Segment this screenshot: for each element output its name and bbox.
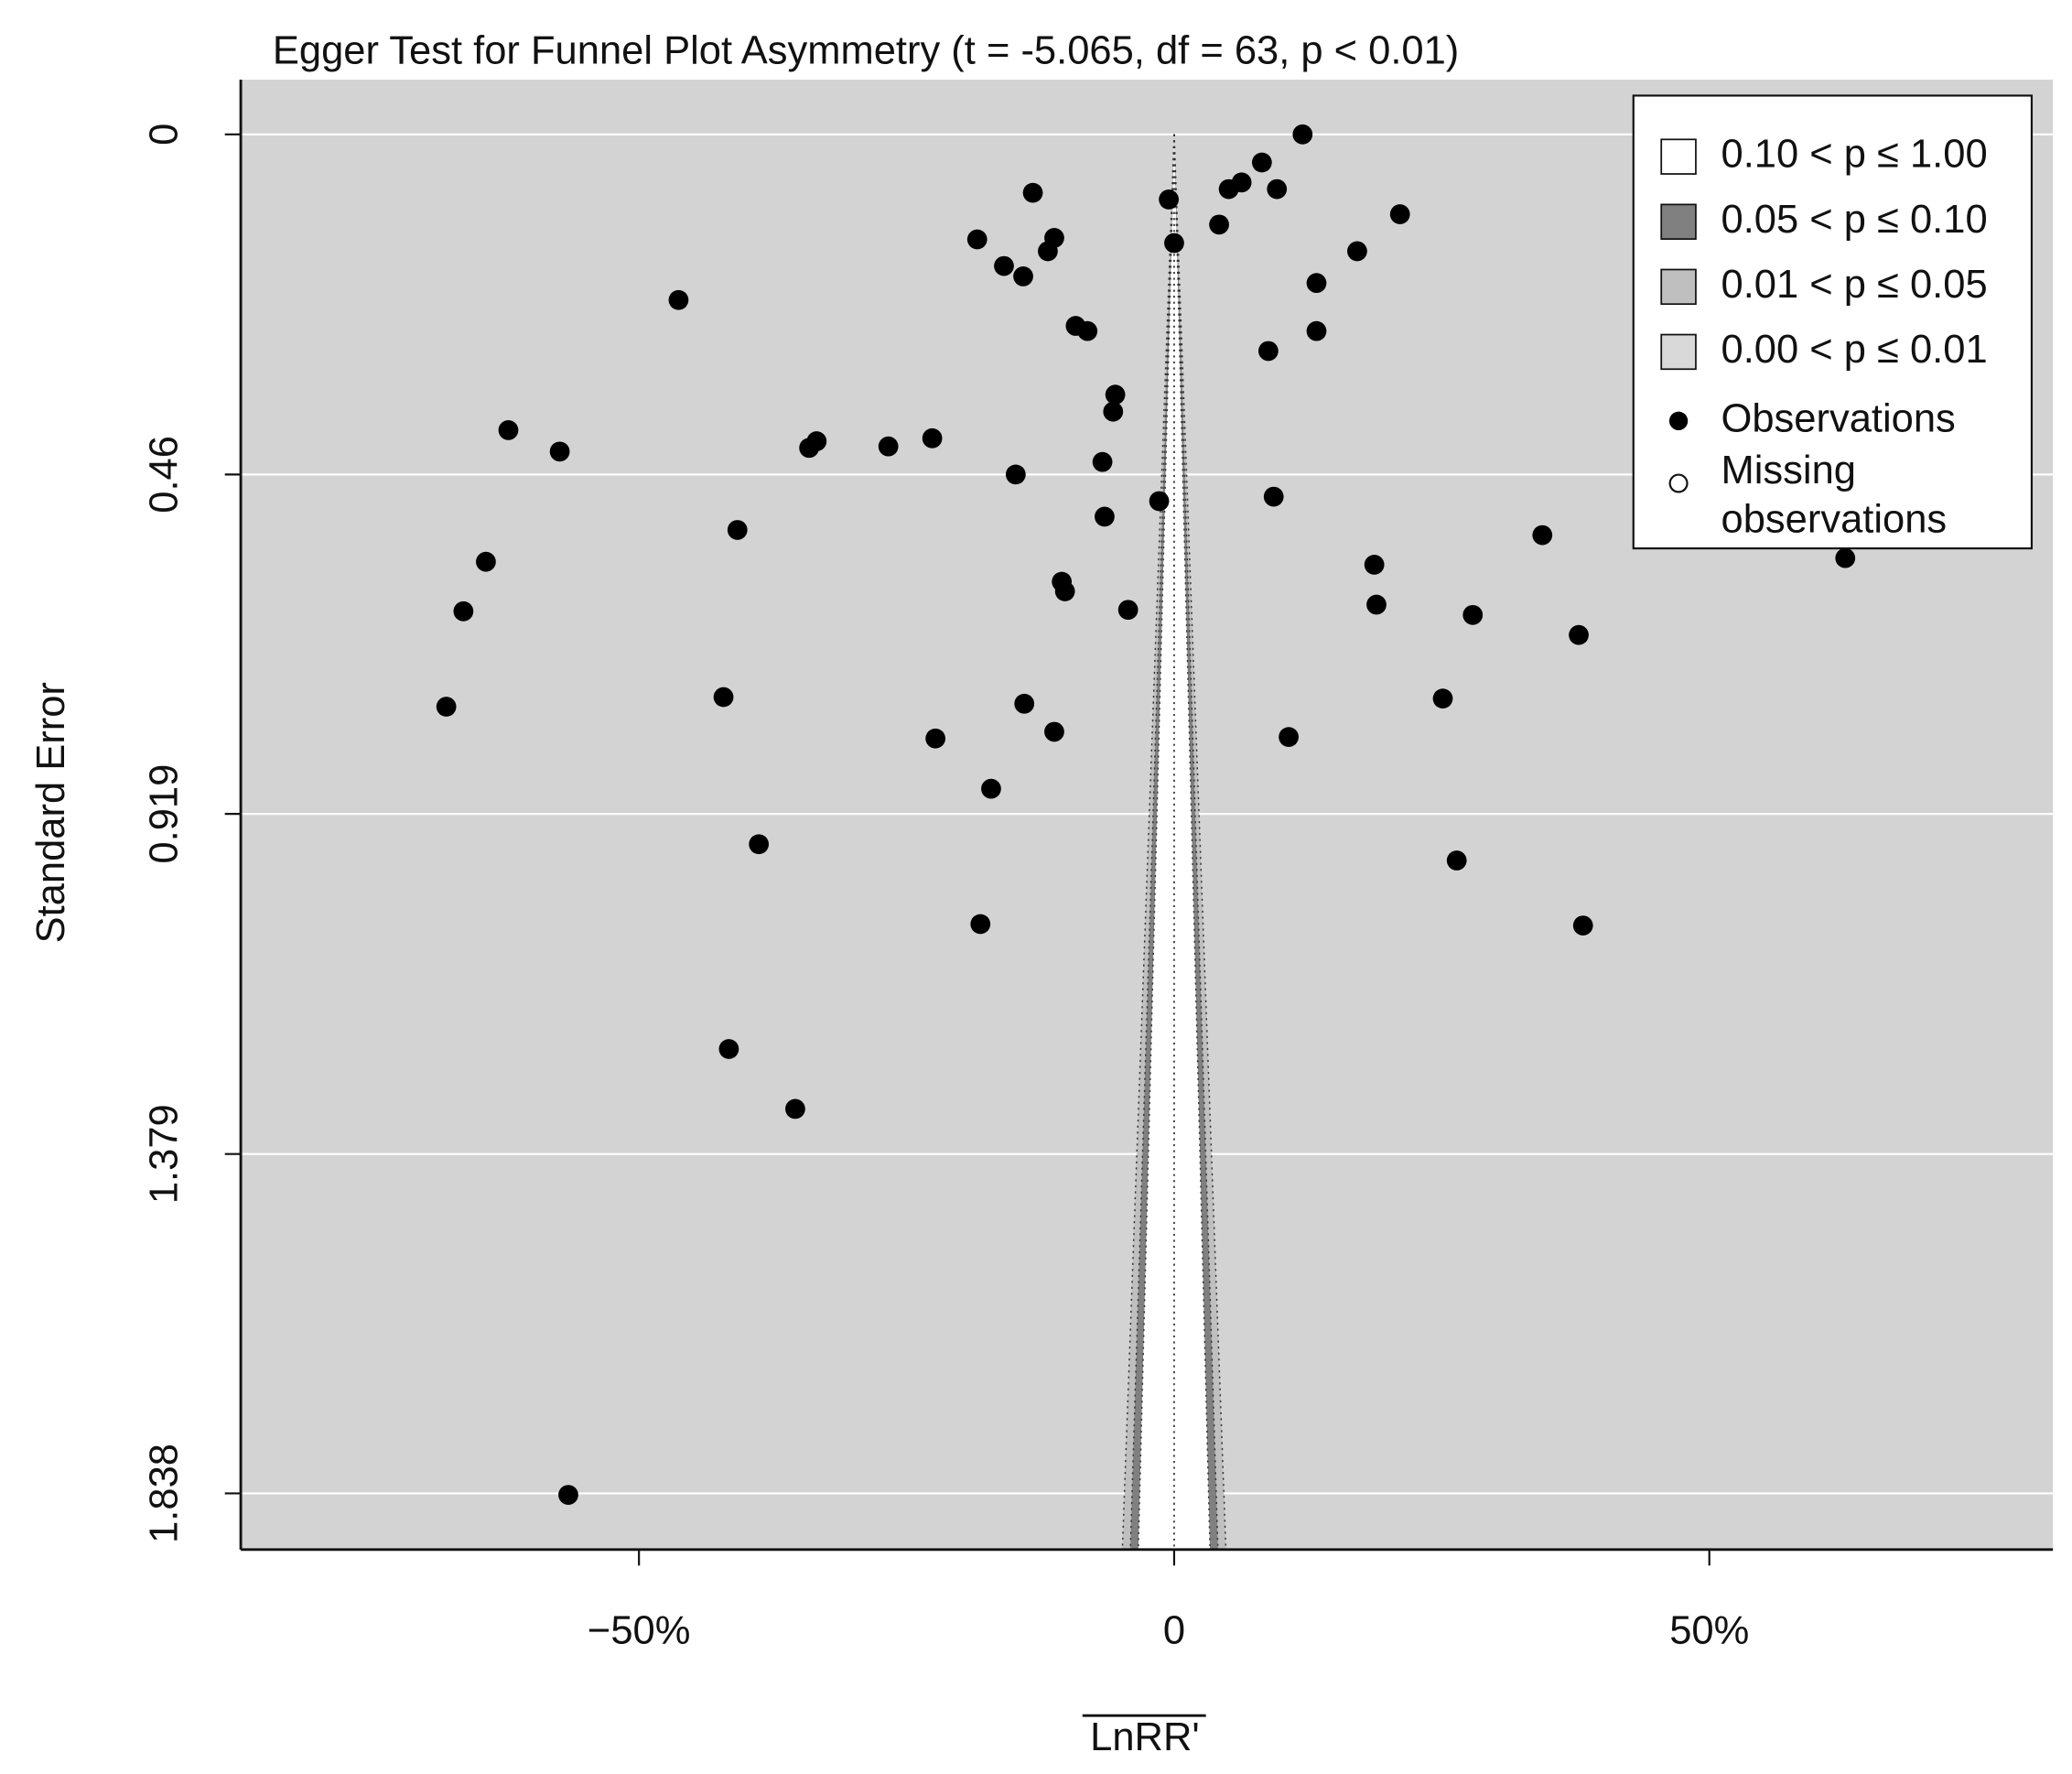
point bbox=[1013, 266, 1033, 287]
legend-swatch bbox=[1660, 333, 1697, 371]
x-tick-label: −50% bbox=[588, 1609, 690, 1653]
point bbox=[436, 697, 457, 717]
point bbox=[994, 255, 1014, 276]
point bbox=[1572, 915, 1593, 936]
point bbox=[925, 728, 946, 749]
legend-label: 0.05 < p ≤ 0.10 bbox=[1721, 198, 1988, 242]
point bbox=[1292, 124, 1313, 145]
legend-label: Observations bbox=[1721, 396, 1956, 440]
legend-swatch bbox=[1660, 138, 1697, 175]
point bbox=[1117, 600, 1139, 621]
point bbox=[1532, 525, 1553, 546]
point bbox=[1095, 506, 1115, 527]
point bbox=[727, 520, 748, 540]
x-tick-label: 0 bbox=[1163, 1609, 1185, 1653]
point bbox=[668, 289, 689, 310]
point bbox=[878, 436, 899, 457]
x-axis-label: LnRR' bbox=[1090, 1715, 1200, 1759]
point bbox=[1306, 320, 1327, 341]
point bbox=[1077, 320, 1098, 341]
point bbox=[749, 834, 770, 855]
point bbox=[1054, 581, 1075, 601]
point bbox=[1389, 204, 1410, 224]
y-tick-label: 0 bbox=[142, 124, 186, 146]
point bbox=[1364, 555, 1385, 575]
x-tick-label: 50% bbox=[1669, 1609, 1749, 1653]
legend-marker bbox=[1668, 473, 1689, 493]
point bbox=[1306, 273, 1327, 294]
point bbox=[476, 551, 496, 572]
legend-swatch bbox=[1660, 203, 1697, 240]
point bbox=[1218, 178, 1239, 200]
y-tick-label: 1.379 bbox=[142, 1104, 186, 1204]
point bbox=[1164, 233, 1184, 254]
point bbox=[1022, 182, 1043, 203]
point bbox=[1257, 341, 1279, 362]
point bbox=[1092, 451, 1113, 472]
point bbox=[1462, 604, 1484, 625]
legend-swatch bbox=[1660, 268, 1697, 306]
legend-label: 0.01 < p ≤ 0.05 bbox=[1721, 263, 1988, 307]
legend-label: 0.10 < p ≤ 1.00 bbox=[1721, 133, 1988, 177]
point bbox=[1267, 178, 1288, 200]
point bbox=[1366, 594, 1387, 615]
point bbox=[1209, 214, 1229, 235]
point bbox=[1432, 688, 1453, 709]
point bbox=[806, 431, 827, 451]
legend-label: 0.00 < p ≤ 0.01 bbox=[1721, 328, 1988, 372]
point bbox=[1251, 152, 1272, 173]
point bbox=[1159, 189, 1179, 210]
y-tick-label: 0.919 bbox=[142, 764, 186, 864]
y-axis-label: Standard Error bbox=[29, 682, 73, 943]
point bbox=[1038, 241, 1058, 262]
legend-marker bbox=[1668, 411, 1689, 430]
point bbox=[1279, 727, 1299, 748]
point bbox=[1569, 624, 1589, 645]
point bbox=[1044, 721, 1064, 742]
point bbox=[1347, 241, 1367, 262]
legend-label: Missing bbox=[1721, 449, 1856, 492]
point bbox=[1149, 491, 1170, 512]
point bbox=[966, 229, 987, 250]
point bbox=[453, 600, 474, 622]
chart-title: Egger Test for Funnel Plot Asymmetry (t … bbox=[273, 29, 1459, 73]
point bbox=[1446, 850, 1467, 871]
point bbox=[713, 687, 734, 708]
point bbox=[558, 1485, 578, 1505]
point bbox=[1014, 693, 1035, 714]
point bbox=[922, 427, 943, 449]
y-tick-label: 1.838 bbox=[142, 1444, 186, 1543]
point bbox=[718, 1039, 739, 1059]
legend-label: observations bbox=[1721, 498, 1948, 542]
point bbox=[785, 1098, 805, 1120]
point bbox=[970, 914, 991, 935]
y-tick-label: 0.46 bbox=[142, 436, 186, 514]
point bbox=[1103, 401, 1124, 422]
point bbox=[498, 420, 519, 440]
point bbox=[1835, 547, 1856, 568]
legend-box bbox=[1632, 94, 2034, 550]
point bbox=[549, 441, 570, 462]
point bbox=[981, 778, 1001, 799]
point bbox=[1263, 486, 1284, 507]
funnel-region bbox=[1138, 134, 1211, 1550]
point bbox=[1005, 464, 1026, 485]
point bbox=[1105, 384, 1126, 406]
